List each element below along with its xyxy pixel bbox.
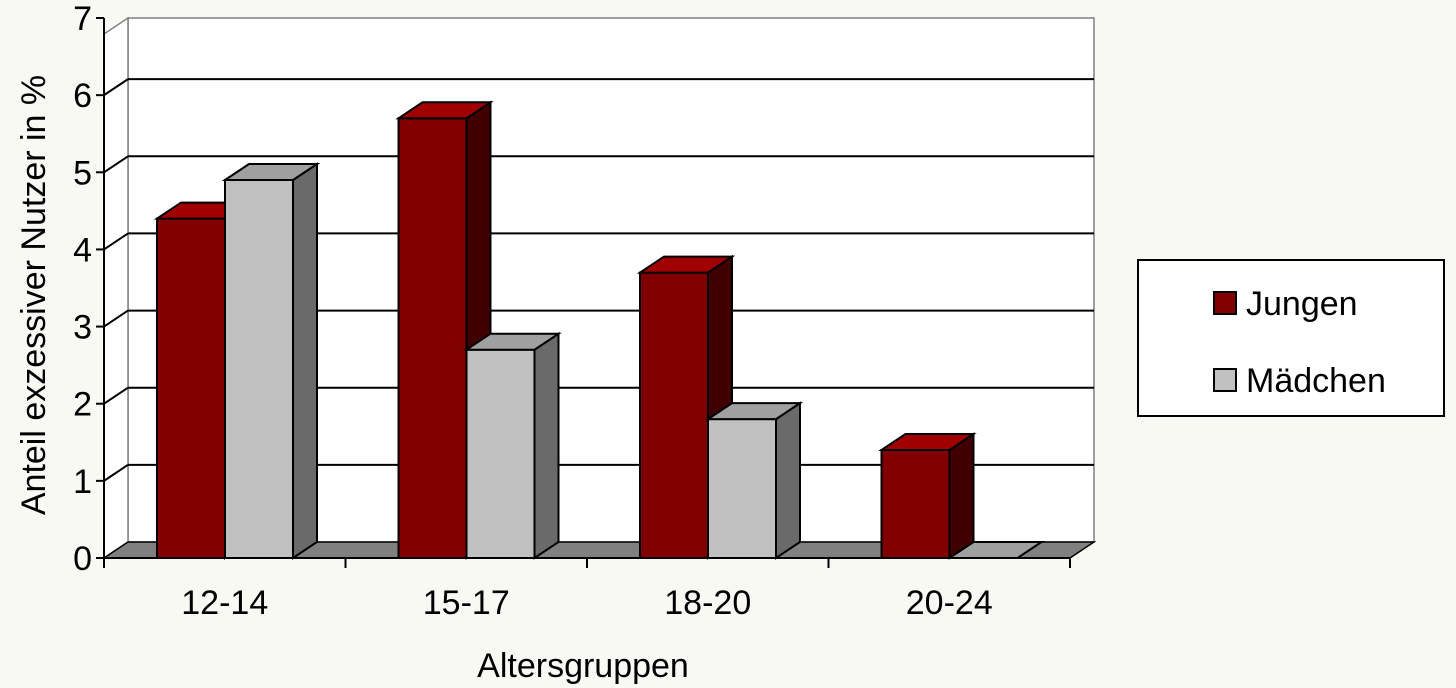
bar-top: [878, 433, 977, 451]
y-tick-label: 4: [73, 231, 92, 269]
x-axis-title: Altersgruppen: [477, 647, 689, 685]
legend-label-maedchen: Mädchen: [1246, 362, 1386, 400]
bar-top: [636, 255, 736, 274]
bar-front: [639, 271, 709, 559]
x-tick-label: 20-24: [906, 584, 993, 622]
legend: Jungen Mädchen: [1137, 259, 1445, 417]
axes-group: 0 1 2 3 4 5 6 7 12-14 15-17 18-20 20-24: [73, 0, 1071, 622]
bar-front: [465, 348, 536, 560]
legend-swatch-jungen: [1213, 291, 1237, 315]
y-tick-label: 3: [73, 309, 92, 347]
bar-front: [397, 117, 468, 560]
bar-maedchen-15-17: [463, 331, 562, 560]
bar-top: [395, 101, 494, 120]
bar-jungen-20-24: [878, 432, 977, 560]
bar-maedchen-12-14: [221, 162, 321, 560]
bar-top: [704, 402, 804, 421]
legend-box: [1137, 259, 1445, 417]
bar-side: [292, 162, 318, 560]
bars-group: [153, 100, 1045, 560]
bar-side: [775, 401, 801, 560]
bar-top: [463, 332, 562, 351]
x-tick-label: 18-20: [664, 584, 751, 622]
y-tick-label: 0: [73, 540, 92, 578]
plot-side-wall: [103, 16, 129, 560]
bar-side: [948, 432, 975, 560]
y-tick-label: 1: [73, 463, 92, 501]
y-tick-label: 2: [73, 386, 92, 424]
bar-side: [533, 331, 560, 560]
gridline-diagonal: [103, 78, 129, 96]
gridline-diagonal: [103, 155, 129, 174]
bar-front: [156, 217, 226, 559]
legend-swatch-maedchen: [1213, 368, 1237, 392]
gridline-diagonal: [103, 309, 129, 328]
bar-front: [707, 418, 777, 559]
y-tick-label: 7: [73, 0, 92, 38]
bar-top: [221, 163, 321, 181]
x-tick-label: 15-17: [423, 584, 510, 622]
legend-label-jungen: Jungen: [1246, 285, 1358, 323]
bar-front: [880, 449, 951, 559]
gridline-diagonal: [103, 464, 129, 482]
y-tick-label: 6: [73, 77, 92, 115]
x-tick-label: 12-14: [181, 584, 268, 622]
gridline-diagonal: [103, 232, 129, 251]
y-axis-title: Anteil exzessiver Nutzer in %: [15, 75, 53, 515]
gridline-diagonal: [103, 386, 129, 405]
bar-maedchen-18-20: [704, 401, 804, 560]
bar-front: [224, 179, 294, 559]
y-tick-label: 5: [73, 154, 92, 192]
